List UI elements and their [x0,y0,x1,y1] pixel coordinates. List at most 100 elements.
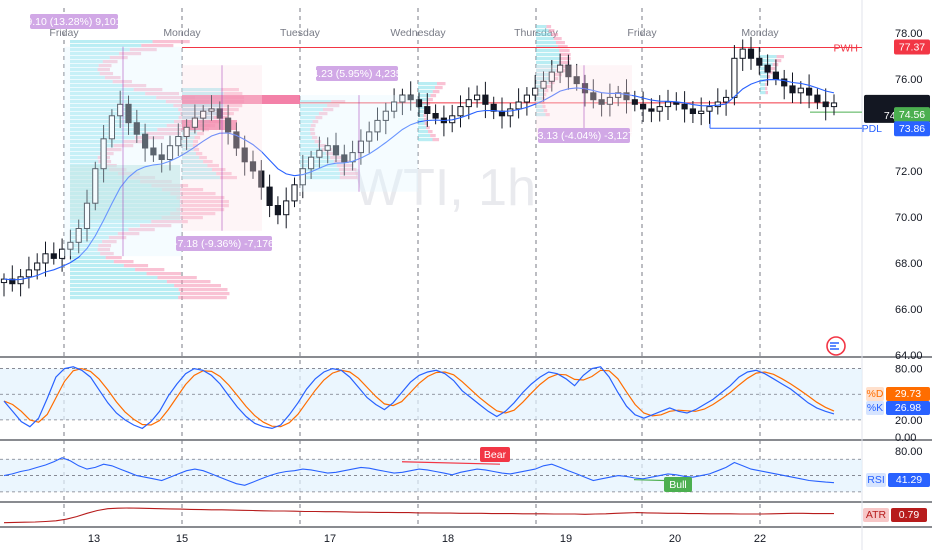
candle [208,95,215,121]
atr-name: ATR [866,509,887,521]
candle [415,92,423,117]
candle [432,104,439,125]
stoch-tick: 20.00 [895,415,923,427]
vp-bar [770,67,776,71]
candle-body [92,168,99,204]
candle-body [200,110,207,119]
vp-bar [536,97,543,101]
measure-annotation-2: 4.23 (5.95%) 4,235 [300,66,418,192]
bull-signal-label: Bull [669,479,687,491]
vp-bar [70,132,147,136]
candle [249,150,257,179]
vp-bar [70,84,123,88]
candle-body [258,170,265,188]
vp-bar [338,168,357,172]
y-tick-label: 66.00 [895,304,923,316]
vp-bar [176,208,225,212]
logo-mark [830,342,839,350]
vp-bar [536,37,554,41]
stoch-d-name-bg [866,387,884,401]
candle-body [706,106,713,112]
candle [324,137,331,164]
candle-body [432,113,439,119]
candle-body [50,253,57,259]
vp-bar [776,55,785,59]
vp-bar [418,90,433,94]
vp-bar [536,89,545,93]
candle [9,265,16,292]
y-tick-label: 72.00 [895,166,923,178]
candle [150,136,157,162]
vp-bar [174,284,221,288]
rsi-name-bg [866,473,886,487]
vp-bar [536,33,552,37]
candle [548,60,555,92]
vp-bar [70,148,106,152]
vp-bar [70,140,124,144]
vp-bar [536,93,544,97]
vp-bar [536,49,560,53]
pwh-price-label-pill: 77.37 [894,39,930,55]
candle-body [382,110,389,121]
vp-bar [310,128,315,132]
candle-body [515,101,522,110]
candle-body [648,108,655,112]
vp-bar [300,132,311,136]
bull-signal-label-pill: Bull [664,477,692,492]
vp-bar [170,212,216,216]
candle [822,88,829,121]
candle [789,72,796,104]
candle [482,81,489,119]
candle-body [67,241,74,250]
candle [681,91,688,123]
candle-body [374,119,381,133]
candle [291,177,298,208]
y-tick-label: 68.00 [895,258,923,270]
vp-bar [418,106,425,110]
candle-body [158,154,165,160]
candle-body [183,126,190,138]
vp-bar [300,104,328,108]
vp-bar [424,122,428,126]
vp-bar [436,82,446,86]
bull-signal-label-bg [664,477,692,492]
atr-value-bg [891,508,927,522]
vp-bar [339,172,358,176]
candle-body [631,99,638,105]
session-label: Friday [627,27,657,39]
candle [474,85,481,108]
pwh-price-label-bg [894,39,930,55]
vp-bar [70,112,180,116]
vp-bar [760,91,766,95]
candle [191,104,199,134]
session-label: Monday [741,27,779,39]
vp-bar [426,102,431,106]
candle-body [125,103,132,124]
vp-bar [112,80,132,84]
candle-body [772,71,779,80]
vp-bar [765,83,768,87]
vp-bar [157,276,197,280]
vp-bar [182,172,217,176]
vp-bar [70,276,158,280]
vp-bar [182,176,220,180]
vp-bar [330,156,344,160]
vp-bar [70,88,134,92]
vp-bar [300,144,318,148]
candle [100,125,107,183]
measure-annotation-3: -3.13 (-4.04%) -3,127 [534,65,634,143]
candle-body [640,103,647,110]
vp-bar [70,56,110,60]
candle-body [34,262,41,271]
candle [606,83,613,117]
candle [158,142,165,173]
vp-bar [760,75,767,79]
vp-bar [99,72,114,76]
vp-bar [418,110,424,114]
candle [166,135,174,171]
rsi-name-pill: RSI [866,473,886,487]
vp-bar [195,152,203,156]
candle-body [108,115,116,140]
candle [806,74,813,109]
vp-bar [312,136,318,140]
